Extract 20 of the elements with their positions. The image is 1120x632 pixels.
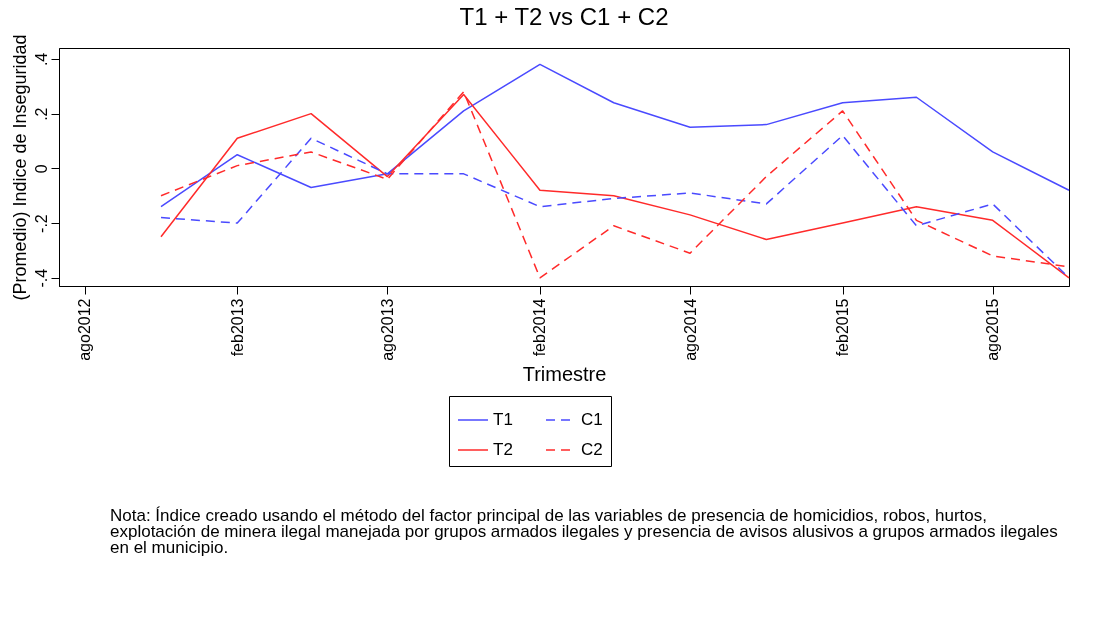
y-tick-label: 0 [32, 164, 50, 174]
y-tick-label: -.2 [32, 214, 50, 233]
x-tick-label: ago2015 [984, 298, 1002, 361]
y-tick-label: -.4 [32, 268, 50, 288]
legend-label: C1 [581, 410, 603, 429]
x-tick-label: ago2013 [378, 298, 396, 361]
chart-title: T1 + T2 vs C1 + C2 [459, 2, 669, 30]
x-tick-label: ago2012 [76, 298, 94, 361]
x-tick-label: feb2015 [834, 298, 852, 357]
x-tick-label: ago2014 [681, 298, 699, 361]
x-tick-label: feb2013 [228, 298, 246, 357]
y-axis-title: (Promedio) Indice de Inseguridad [9, 34, 30, 301]
legend-label: T1 [493, 410, 513, 429]
x-axis-title: Trimestre [522, 362, 607, 385]
y-tick-label: .4 [32, 52, 50, 67]
x-tick-label: feb2014 [531, 298, 549, 357]
y-tick-label: .2 [32, 107, 50, 121]
text: Nota: Índice creado usando el método del factor principal de las variables de presencia de homicidios, robos, hurtos, explotación de minera ilegal manejada por grupos armados ilegales y presencia de avisos alusivos a grupos armados ilegales en el municipio. [110, 506, 1059, 557]
legend-label: C2 [581, 440, 603, 459]
legend-label: T2 [493, 440, 513, 459]
